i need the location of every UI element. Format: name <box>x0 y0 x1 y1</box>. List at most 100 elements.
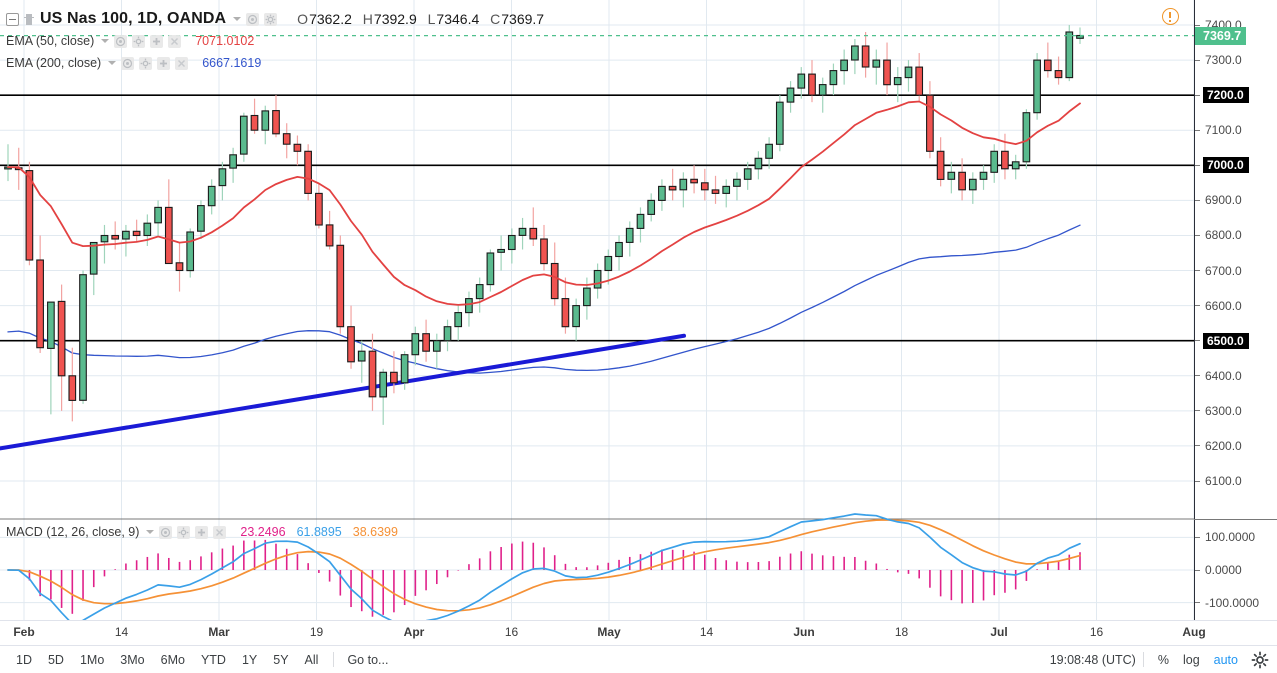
candle <box>379 371 388 398</box>
candle <box>851 45 859 61</box>
candle <box>990 150 999 173</box>
candle <box>218 168 227 187</box>
warning-circle-icon[interactable] <box>1162 8 1179 25</box>
price-axis[interactable]: 7400.0 7300.0 7200.0 7100.0 7000.0 6900.0 6800… <box>1194 0 1277 620</box>
candle <box>89 241 98 275</box>
gear-icon[interactable] <box>1251 651 1269 669</box>
tick-dash <box>1195 536 1200 538</box>
candle <box>668 185 677 191</box>
candle <box>936 150 945 180</box>
candle <box>497 248 505 253</box>
price-tick-label: 6500.0 <box>1203 332 1249 349</box>
candle <box>979 171 988 180</box>
tick-dash <box>1195 270 1200 272</box>
candle <box>647 199 656 215</box>
time-axis-label: 14 <box>699 625 714 639</box>
candle <box>518 227 527 236</box>
candle <box>583 287 591 307</box>
candle <box>422 333 430 352</box>
candle <box>818 84 827 96</box>
candle <box>132 230 141 237</box>
candle <box>57 300 66 377</box>
goto-button[interactable]: Go to... <box>347 652 389 667</box>
timeframe-button-5y[interactable]: 5Y <box>273 652 289 667</box>
macd-tick: 100.0000 <box>1195 530 1257 544</box>
candle <box>36 259 44 349</box>
timeframe-button-all[interactable]: All <box>304 652 319 667</box>
price-tick-label: 6800.0 <box>1205 228 1242 243</box>
candle <box>915 66 924 96</box>
log-scale-button[interactable]: log <box>1182 652 1200 667</box>
timeframe-button-3mo[interactable]: 3Mo <box>120 652 145 667</box>
candle <box>722 185 731 194</box>
candle <box>304 150 312 194</box>
tick-dash <box>1195 129 1200 131</box>
price-tick-label: 6900.0 <box>1205 193 1242 208</box>
price-tick: 7300.0 <box>1195 53 1244 67</box>
candle <box>207 185 216 207</box>
price-tick-label: 7000.0 <box>1203 157 1249 174</box>
candle <box>968 178 977 191</box>
candle <box>68 375 77 401</box>
time-axis-label: Aug <box>1182 625 1206 639</box>
candle <box>293 143 302 152</box>
clock-label[interactable]: 19:08:48 (UTC) <box>1049 652 1136 667</box>
last-price-badge[interactable]: 7369.7 <box>1195 26 1247 45</box>
candle <box>754 157 763 170</box>
candle <box>840 59 848 72</box>
macd-tick-label: -100.0000 <box>1205 595 1260 610</box>
candle <box>100 234 109 243</box>
candle <box>893 77 902 86</box>
candle <box>904 66 913 79</box>
candle <box>883 59 891 86</box>
tick-dash <box>1195 24 1200 26</box>
percent-scale-button[interactable]: % <box>1157 652 1169 667</box>
timeframe-button-1y[interactable]: 1Y <box>241 652 258 667</box>
time-axis-label: 18 <box>894 625 909 639</box>
candlestick-series <box>4 25 1084 425</box>
candle <box>1043 59 1052 72</box>
time-axis[interactable]: Feb 14 Mar 19 Apr 16 May 14 Jun 18 Jul 16 Aug <box>0 620 1277 645</box>
timeframe-button-1mo[interactable]: 1Mo <box>79 652 105 667</box>
price-tick-label: 6300.0 <box>1205 403 1242 418</box>
timeframe-button-1d[interactable]: 1D <box>16 652 32 667</box>
candle <box>1033 59 1041 114</box>
tick-dash <box>1195 164 1200 166</box>
candle <box>186 231 195 272</box>
candle <box>25 170 34 261</box>
horizontal-price-lines <box>0 94 1194 342</box>
timeframe-button-5d[interactable]: 5D <box>47 652 64 667</box>
candle <box>572 305 580 328</box>
auto-scale-button[interactable]: auto <box>1213 652 1238 667</box>
candle <box>797 73 806 89</box>
timeframe-button-ytd[interactable]: YTD <box>200 652 226 667</box>
price-tick: 6100.0 <box>1195 474 1244 488</box>
candle <box>486 252 495 286</box>
macd-tick-label: 100.0000 <box>1205 530 1256 545</box>
price-tick: 7100.0 <box>1195 123 1244 137</box>
time-axis-label: Jun <box>793 625 815 639</box>
candle <box>111 234 120 240</box>
macd-tick-label: 0.0000 <box>1205 563 1242 577</box>
tick-dash <box>1195 94 1200 96</box>
tick-dash <box>1195 480 1200 482</box>
time-axis-label: Apr <box>403 625 425 639</box>
candle <box>765 143 773 159</box>
candle <box>122 230 130 240</box>
ema50-line <box>7 100 1081 306</box>
price-chart-canvas[interactable] <box>0 0 1194 620</box>
candle <box>315 192 323 226</box>
price-tick: 6200.0 <box>1195 439 1244 453</box>
timeframe-buttons: 1D 5D 1Mo 3Mo 6Mo YTD 1Y 5Y All <box>8 650 326 670</box>
candle <box>561 298 570 328</box>
user-trendline <box>0 333 686 451</box>
candle <box>1065 31 1074 79</box>
candle <box>872 59 881 68</box>
bottom-toolbar: 1D 5D 1Mo 3Mo 6Mo YTD 1Y 5Y All Go to... 19:08:4… <box>0 645 1277 673</box>
price-tick-label: 6700.0 <box>1205 263 1242 278</box>
timeframe-button-6mo[interactable]: 6Mo <box>160 652 185 667</box>
price-tick-label: 6600.0 <box>1205 298 1242 313</box>
macd-line <box>7 513 1081 620</box>
candle <box>475 284 484 300</box>
candle <box>143 222 152 237</box>
